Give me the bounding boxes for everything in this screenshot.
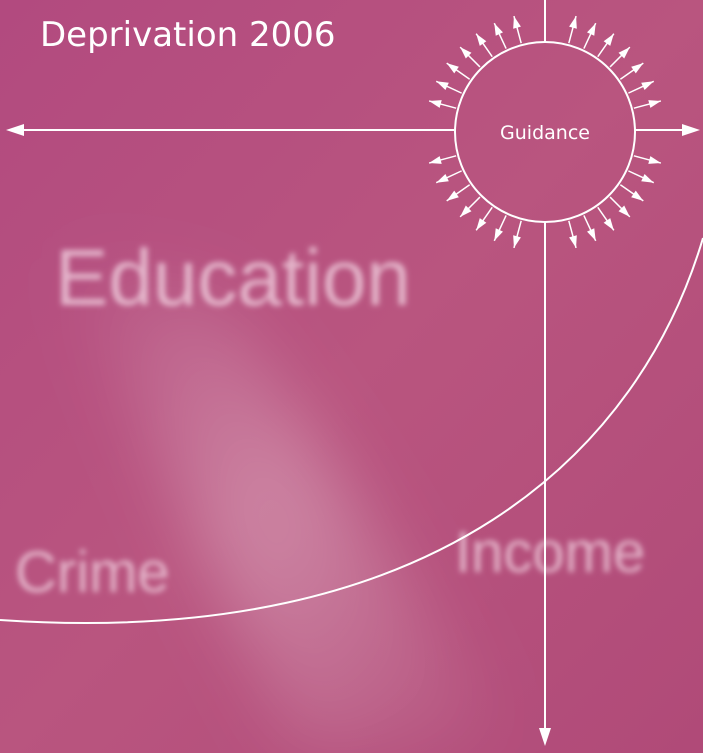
blurred-word: Income: [455, 520, 645, 585]
cover: Education Crime Income Deprivation 2006 …: [0, 0, 703, 753]
page: Education Crime Income Deprivation 2006 …: [0, 0, 703, 753]
title: Deprivation 2006: [40, 15, 336, 55]
blurred-word: Education: [55, 233, 411, 322]
blurred-word: Crime: [15, 540, 170, 605]
badge-label: Guidance: [500, 122, 590, 144]
